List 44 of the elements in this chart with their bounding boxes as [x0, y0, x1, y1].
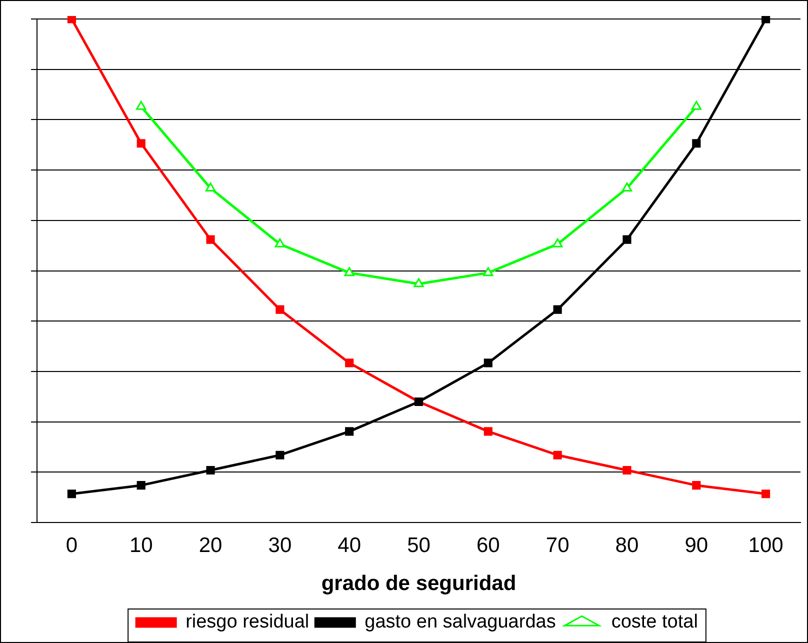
point [692, 139, 701, 148]
point [136, 139, 146, 148]
point [691, 100, 702, 110]
x-tick-label: 10 [129, 534, 153, 557]
point [345, 427, 354, 436]
x-tick-label: 0 [66, 534, 78, 557]
point [206, 235, 215, 244]
x-tick-label: 70 [546, 534, 570, 557]
x-tick-label: 100 [748, 534, 784, 557]
legend-label: coste total [611, 612, 698, 633]
point [345, 358, 354, 368]
point [276, 450, 284, 460]
x-tick-label: 90 [684, 534, 708, 557]
point [552, 238, 563, 248]
point [692, 481, 701, 490]
x-tick-label: 40 [338, 534, 362, 557]
x-tick-label: 80 [615, 534, 639, 557]
point [414, 278, 424, 288]
x-tick-label: 50 [407, 534, 430, 557]
x-tick-label: 60 [476, 534, 500, 557]
point [136, 100, 146, 110]
point [762, 16, 770, 24]
point [484, 427, 492, 436]
x-tick-label: 30 [268, 534, 292, 557]
point [622, 182, 632, 192]
point [762, 490, 770, 498]
point [205, 182, 216, 192]
point [274, 238, 286, 248]
x-tick-label: 20 [198, 534, 222, 557]
point [622, 466, 632, 475]
x-axis-title: grado de seguridad [321, 572, 516, 596]
point [344, 267, 354, 276]
point [484, 358, 492, 368]
point [67, 16, 76, 24]
point [206, 466, 215, 475]
point [276, 305, 284, 314]
point [483, 267, 494, 276]
point [136, 481, 146, 490]
legend-label: gasto en salvaguardas [364, 612, 556, 633]
point [67, 490, 76, 498]
point [553, 305, 562, 314]
point [553, 450, 562, 460]
legend-label: riesgo residual [186, 612, 310, 633]
point [622, 235, 632, 244]
